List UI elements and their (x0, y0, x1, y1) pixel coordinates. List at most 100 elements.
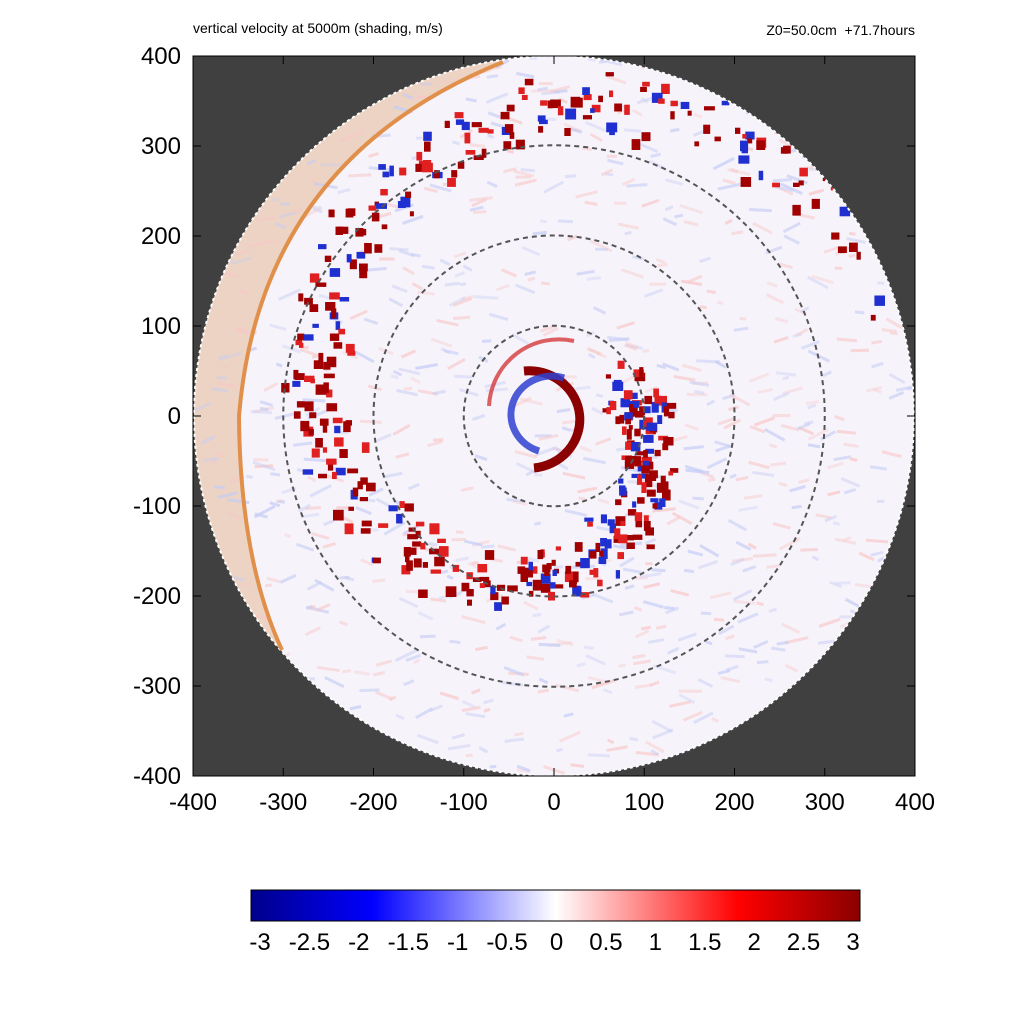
texture-cell (547, 117, 557, 122)
texture-cell (652, 507, 676, 513)
inner-band (487, 337, 575, 407)
updraft-cell (540, 100, 548, 106)
texture-cell (470, 688, 481, 695)
texture-cell (375, 497, 391, 508)
texture-cell (651, 568, 666, 573)
texture-cell (266, 576, 281, 584)
updraft-cell (521, 94, 528, 100)
updraft-cell (537, 115, 546, 122)
updraft-cell (359, 263, 368, 272)
texture-cell (368, 487, 384, 497)
updraft-cell (324, 255, 332, 262)
texture-cell (873, 387, 882, 394)
texture-cell (322, 542, 336, 549)
texture-cell (370, 528, 379, 532)
updraft-cell (654, 395, 661, 404)
updraft-cell (643, 435, 654, 443)
updraft-cell (300, 420, 310, 432)
updraft-cell (670, 100, 678, 107)
updraft-cell (548, 591, 555, 601)
texture-cell (576, 269, 595, 276)
updraft-cell (670, 111, 675, 120)
updraft-cell (302, 469, 314, 475)
texture-cell (416, 733, 439, 745)
texture-cell (419, 634, 436, 639)
texture-cell (733, 326, 749, 332)
updraft-cell (740, 177, 752, 187)
updraft-cell (652, 503, 658, 509)
texture-cell (372, 670, 386, 677)
updraft-cell (661, 83, 670, 94)
texture-cell (453, 251, 467, 259)
updraft-cell (372, 557, 381, 564)
reference-circles (282, 144, 826, 688)
texture-cell (607, 158, 624, 166)
texture-cell (449, 639, 461, 645)
y-tick-label: -400 (133, 763, 181, 790)
x-tick-label: 0 (547, 789, 560, 816)
updraft-cell (870, 314, 876, 321)
updraft-cell (600, 548, 608, 559)
texture-cell (235, 248, 251, 256)
updraft-cell (344, 523, 354, 535)
texture-cell (474, 454, 488, 462)
colorbar-tick-label: -1.5 (388, 929, 429, 956)
texture-cell (421, 264, 435, 270)
texture-cell (850, 348, 869, 353)
texture-cell (638, 142, 659, 154)
texture-cell (600, 168, 613, 177)
colorbar-tick-label: -2 (348, 929, 369, 956)
updraft-cell (319, 418, 329, 426)
updraft-cell (607, 519, 615, 526)
texture-cell (523, 600, 539, 611)
texture-cell (782, 386, 804, 396)
axes: -400 -300 -200 -100 0 100 200 300 400 400 300 200 10… (133, 43, 935, 816)
x-tick-label: 200 (714, 789, 754, 816)
updraft-cell (657, 415, 663, 424)
texture-cell (772, 522, 791, 530)
texture-cell (784, 663, 799, 673)
updraft-cell (553, 584, 564, 589)
texture-cell (753, 640, 769, 650)
eyewall-downdraft (507, 372, 566, 455)
texture-cell (707, 477, 716, 482)
texture-cell (717, 182, 742, 191)
updraft-cell (528, 590, 534, 597)
texture-cell (451, 733, 466, 740)
y-tick-label: -300 (133, 673, 181, 700)
texture-cell (293, 441, 313, 447)
texture-cell (411, 282, 424, 291)
texture-cell (778, 138, 801, 152)
texture-cell (735, 475, 749, 482)
texture-cell (871, 339, 883, 345)
updraft-cell (662, 489, 671, 501)
texture-cell (732, 557, 753, 563)
texture-cell (446, 357, 466, 371)
texture-cell (664, 606, 675, 611)
texture-cell (512, 499, 528, 506)
updraft-cell (295, 339, 303, 346)
updraft-cell (318, 244, 327, 250)
colorbar-tick-label: 1.5 (688, 929, 721, 956)
updraft-cell (614, 103, 622, 112)
texture-cell (667, 646, 680, 655)
updraft-cell (524, 78, 534, 86)
texture-cell (495, 283, 510, 292)
updraft-cell (742, 134, 747, 139)
texture-cell (821, 370, 832, 378)
x-tick-label: 400 (895, 789, 935, 816)
texture-cell (217, 491, 238, 499)
updraft-cell (641, 456, 652, 463)
updraft-cell (615, 416, 621, 425)
texture-cell (253, 458, 269, 462)
texture-cell (344, 576, 355, 582)
texture-cell (233, 576, 245, 582)
updraft-cell (423, 160, 432, 165)
updraft-cell (572, 585, 581, 597)
texture-cell (429, 704, 443, 713)
updraft-cell (631, 392, 638, 399)
updraft-cell (327, 460, 334, 471)
texture-cell (542, 327, 559, 337)
updraft-cell (640, 86, 647, 92)
updraft-cell (634, 512, 643, 522)
